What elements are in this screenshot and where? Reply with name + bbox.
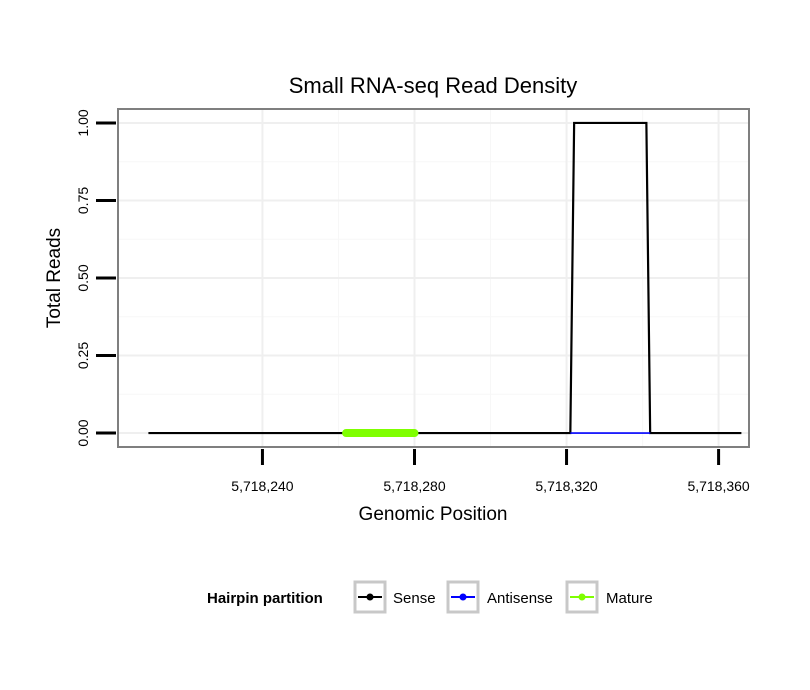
legend-label: Sense <box>393 590 436 607</box>
legend-title: Hairpin partition <box>207 590 323 607</box>
y-axis: 0.00 0.25 0.50 0.75 1.00 <box>75 109 116 447</box>
legend: Hairpin partition Sense Antisense Mature <box>207 580 653 614</box>
legend-key-point <box>578 593 586 601</box>
data-series <box>148 121 742 438</box>
x-axis: 5,718,240 5,718,280 5,718,320 5,718,360 <box>231 449 750 494</box>
legend-item-antisense: Antisense <box>446 580 553 614</box>
legend-label: Mature <box>606 590 653 607</box>
legend-label: Antisense <box>487 590 553 607</box>
y-tick-label: 0.75 <box>75 187 91 214</box>
y-tick-label: 0.25 <box>75 342 91 369</box>
legend-item-mature: Mature <box>565 580 653 614</box>
x-tick-label: 5,718,240 <box>231 478 293 494</box>
y-tick-label: 0.50 <box>75 264 91 291</box>
legend-key-point <box>366 593 374 601</box>
x-tick-label: 5,718,320 <box>535 478 597 494</box>
chart-title: Small RNA-seq Read Density <box>289 73 578 98</box>
grid-lines <box>119 110 748 446</box>
x-tick-label: 5,718,360 <box>687 478 749 494</box>
y-tick-label: 1.00 <box>75 109 91 136</box>
y-axis-label: Total Reads <box>44 228 65 328</box>
x-axis-label: Genomic Position <box>359 504 508 525</box>
series-line-sense <box>148 121 742 435</box>
x-tick-label: 5,718,280 <box>383 478 445 494</box>
legend-item-sense: Sense <box>353 580 436 614</box>
y-tick-label: 0.00 <box>75 419 91 446</box>
legend-key-point <box>459 593 467 601</box>
